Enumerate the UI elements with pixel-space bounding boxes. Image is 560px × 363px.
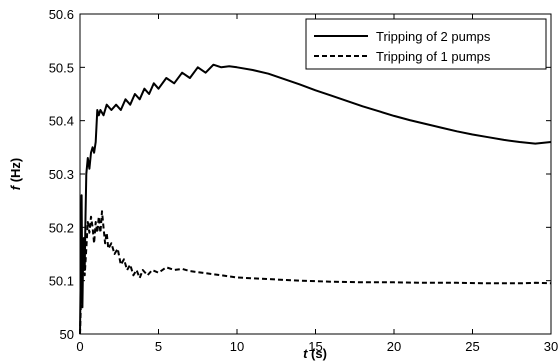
legend-label-series-1: Tripping of 1 pumps: [376, 49, 491, 64]
y-axis-label-var: f: [8, 184, 23, 190]
x-tick-label: 20: [387, 339, 401, 354]
x-tick-label: 10: [230, 339, 244, 354]
y-tick-label: 50.6: [49, 7, 74, 22]
series-line-0: [79, 63, 552, 335]
series-line-1: [79, 210, 552, 335]
x-tick-label: 0: [76, 339, 83, 354]
y-tick-label: 50.5: [49, 60, 74, 75]
y-tick-label: 50: [60, 327, 74, 342]
legend: Tripping of 2 pumps Tripping of 1 pumps: [305, 18, 547, 70]
x-tick-label: 15: [308, 339, 322, 354]
x-tick-label: 25: [465, 339, 479, 354]
x-axis-label-unit: (s): [307, 346, 327, 361]
x-axis-label-var: t: [303, 346, 308, 361]
y-tick-label: 50.4: [49, 114, 74, 129]
x-tick-label: 5: [155, 339, 162, 354]
x-axis-ticks: 0 5 10 15 20 25 30: [76, 14, 558, 354]
x-axis-label: t (s): [303, 346, 327, 361]
y-axis-label-unit: (Hz): [8, 158, 23, 186]
legend-label-series-0: Tripping of 2 pumps: [376, 29, 491, 44]
y-axis-label: f (Hz): [8, 158, 23, 191]
y-tick-label: 50.1: [49, 274, 74, 289]
y-tick-label: 50.3: [49, 167, 74, 182]
series-lines: [79, 63, 552, 335]
y-tick-label: 50.2: [49, 220, 74, 235]
x-tick-label: 30: [544, 339, 558, 354]
y-axis-ticks: 50 50.1 50.2 50.3 50.4 50.5 50.6: [49, 7, 551, 342]
legend-box: [305, 18, 547, 70]
